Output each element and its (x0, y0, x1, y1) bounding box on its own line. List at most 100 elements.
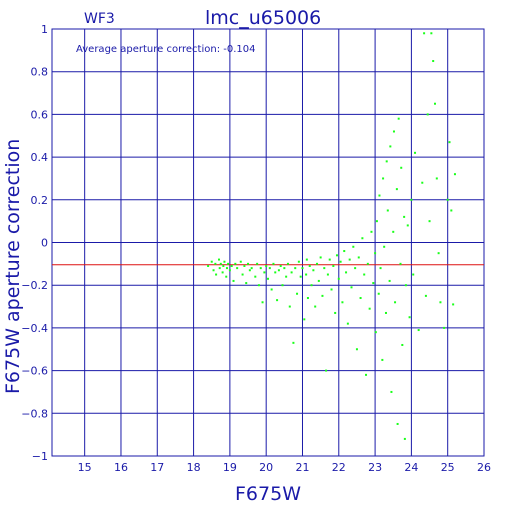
data-point (395, 188, 398, 191)
data-point (382, 177, 385, 180)
data-point (228, 269, 231, 272)
data-point (245, 282, 248, 285)
data-point (279, 264, 282, 267)
data-point (232, 279, 235, 282)
data-point (357, 256, 360, 259)
y-tick-label: 0.2 (31, 194, 49, 207)
data-point (430, 32, 433, 35)
data-point (345, 271, 348, 274)
data-point (248, 269, 251, 272)
data-point (396, 422, 399, 425)
data-point (296, 292, 299, 295)
data-point (401, 343, 404, 346)
data-point (212, 269, 215, 272)
data-point (207, 264, 210, 267)
data-point (348, 258, 351, 261)
y-tick-label: 1 (41, 23, 48, 36)
data-point (312, 269, 315, 272)
data-point (389, 145, 392, 148)
chart-subtitle: WF3 (84, 11, 115, 27)
data-point (343, 250, 346, 253)
data-point (272, 262, 275, 265)
data-point (316, 262, 319, 265)
data-point (241, 273, 244, 276)
data-point (394, 301, 397, 304)
data-point (330, 288, 333, 291)
x-tick-label: 18 (187, 461, 201, 474)
data-point (375, 220, 378, 223)
data-point (215, 273, 218, 276)
x-tick-label: 24 (404, 461, 418, 474)
data-point (210, 260, 213, 263)
y-tick-label: 0.6 (31, 108, 49, 121)
data-point (257, 284, 260, 287)
data-point (270, 288, 273, 291)
x-tick-label: 22 (332, 461, 346, 474)
data-point (354, 267, 357, 270)
data-point (388, 279, 391, 282)
data-point (223, 260, 226, 263)
data-point (437, 252, 440, 255)
data-point (346, 322, 349, 325)
data-point (236, 267, 239, 270)
chart-annotation: Average aperture correction: -0.104 (76, 44, 256, 55)
data-point (256, 262, 259, 265)
data-point (310, 284, 313, 287)
data-point (234, 262, 237, 265)
data-point (352, 245, 355, 248)
data-point (453, 173, 456, 176)
data-point (399, 262, 402, 265)
data-point (423, 32, 426, 35)
y-tick-label: 0.8 (31, 66, 49, 79)
data-point (424, 294, 427, 297)
data-point (292, 341, 295, 344)
x-tick-label: 23 (368, 461, 382, 474)
data-point (254, 275, 257, 278)
data-point (452, 303, 455, 306)
data-point (410, 198, 413, 201)
data-point (225, 275, 228, 278)
data-point (326, 273, 329, 276)
data-point (305, 273, 308, 276)
data-point (392, 230, 395, 233)
data-point (299, 275, 302, 278)
data-point (227, 262, 230, 265)
x-tick-label: 17 (150, 461, 164, 474)
data-point (290, 271, 293, 274)
data-point (323, 267, 326, 270)
data-point (277, 269, 280, 272)
data-point (390, 390, 393, 393)
data-point (372, 282, 375, 285)
data-point (225, 267, 228, 270)
data-point (385, 160, 388, 163)
data-point (337, 277, 340, 280)
y-tick-label: 0.4 (31, 151, 49, 164)
data-point (239, 260, 242, 263)
data-point (397, 117, 400, 120)
data-point (439, 301, 442, 304)
data-point (339, 260, 342, 263)
data-point (274, 271, 277, 274)
x-tick-label: 21 (295, 461, 309, 474)
data-point (450, 209, 453, 212)
x-tick-label: 19 (223, 461, 237, 474)
data-point (259, 267, 262, 270)
data-point (301, 267, 304, 270)
x-tick-label: 15 (78, 461, 92, 474)
data-point (443, 326, 446, 329)
data-point (263, 271, 266, 274)
data-point (350, 286, 353, 289)
data-point (230, 264, 233, 267)
data-point (384, 311, 387, 314)
y-tick-label: −0.4 (21, 322, 48, 335)
data-point (335, 254, 338, 257)
x-tick-label: 26 (477, 461, 491, 474)
data-point (285, 275, 288, 278)
data-point (314, 305, 317, 308)
data-point (221, 271, 224, 274)
data-point (386, 209, 389, 212)
data-point (433, 102, 436, 105)
data-point (426, 113, 429, 116)
data-point (374, 252, 377, 255)
